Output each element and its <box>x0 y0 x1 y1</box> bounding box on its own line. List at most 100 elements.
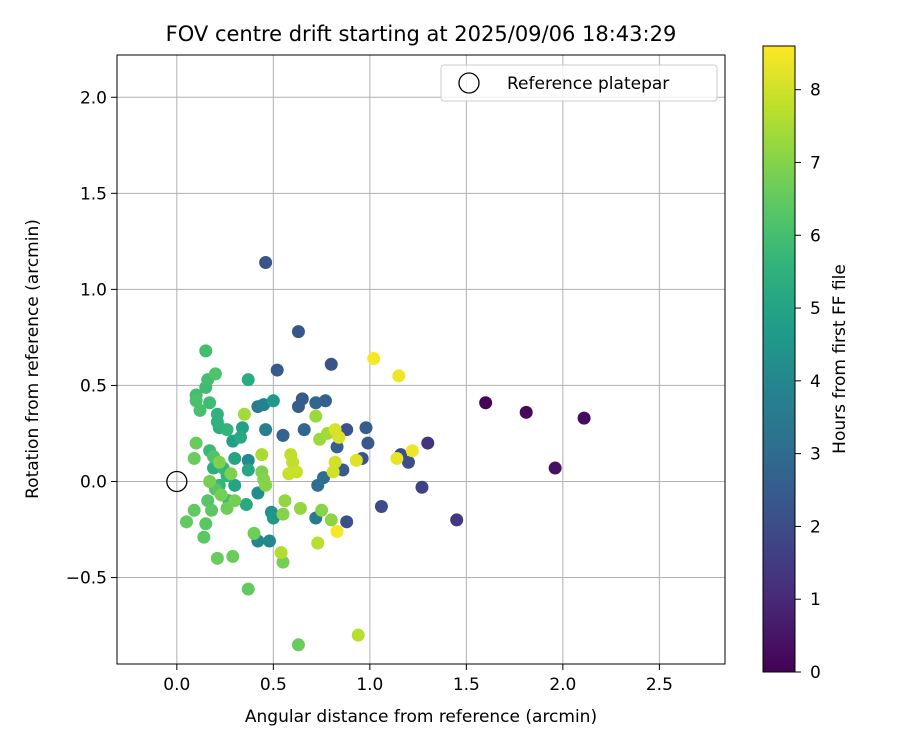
data-point <box>259 255 273 269</box>
data-point <box>315 503 329 517</box>
data-point <box>237 407 251 421</box>
data-point <box>291 325 305 339</box>
data-point <box>189 436 203 450</box>
colorbar-tick-label: 4 <box>810 372 821 392</box>
data-point <box>421 436 435 450</box>
data-point <box>374 499 388 513</box>
data-point <box>351 628 365 642</box>
data-point <box>193 403 207 417</box>
y-tick-label: 1.0 <box>80 280 107 300</box>
data-point <box>324 513 338 527</box>
data-point <box>197 530 211 544</box>
data-point <box>328 423 342 437</box>
colorbar-tick-label: 7 <box>810 153 821 173</box>
data-point <box>330 524 344 538</box>
data-point <box>199 344 213 358</box>
y-axis-ticks: −0.5 0.0 0.5 1.0 1.5 2.0 <box>66 88 117 589</box>
data-point <box>519 405 533 419</box>
y-tick-label: −0.5 <box>66 569 107 589</box>
data-point <box>390 451 404 465</box>
data-point <box>228 451 242 465</box>
data-point <box>210 551 224 565</box>
data-point <box>392 369 406 383</box>
x-tick-label: 0.5 <box>260 675 287 695</box>
data-point <box>220 423 234 437</box>
data-point <box>187 503 201 517</box>
data-point <box>259 423 273 437</box>
data-point <box>450 513 464 527</box>
data-point <box>239 498 253 512</box>
data-point <box>548 461 562 475</box>
data-point <box>199 517 213 531</box>
y-axis-label: Rotation from reference (arcmin) <box>23 219 43 499</box>
data-point <box>274 546 288 560</box>
data-point <box>270 363 284 377</box>
colorbar-tick-label: 6 <box>810 226 821 246</box>
data-point <box>241 582 255 596</box>
data-point <box>311 536 325 550</box>
data-point <box>309 409 323 423</box>
data-point <box>328 455 342 469</box>
legend-label-reference-platepar: Reference platepar <box>507 74 669 94</box>
data-point <box>259 478 273 492</box>
grid-lines <box>117 55 725 664</box>
data-point <box>179 515 193 529</box>
data-point <box>309 396 323 410</box>
x-tick-label: 2.5 <box>646 675 673 695</box>
data-point <box>212 455 226 469</box>
plot-background <box>117 55 725 664</box>
data-point <box>247 526 261 540</box>
x-axis-ticks: 0.0 0.5 1.0 1.5 2.0 2.5 <box>163 664 673 695</box>
plot-frame <box>116 54 726 665</box>
data-point <box>349 453 363 467</box>
data-point <box>479 396 493 410</box>
y-tick-label: 2.0 <box>80 88 107 108</box>
x-tick-label: 1.5 <box>453 675 480 695</box>
x-tick-label: 0.0 <box>163 675 190 695</box>
data-point <box>359 421 373 435</box>
colorbar-tick-label: 2 <box>810 517 821 537</box>
colorbar-tick-label: 3 <box>810 445 821 465</box>
data-point <box>293 501 307 515</box>
data-point <box>282 467 296 481</box>
data-point <box>577 411 591 425</box>
data-point <box>241 373 255 387</box>
data-point <box>234 430 248 444</box>
y-tick-label: 0.5 <box>80 376 107 396</box>
data-point <box>361 436 375 450</box>
colorbar-tick-label: 8 <box>810 81 821 101</box>
data-point <box>205 503 219 517</box>
x-tick-label: 1.0 <box>356 675 383 695</box>
data-point <box>228 494 242 508</box>
reference-marker-layer <box>166 470 188 493</box>
data-point <box>278 494 292 508</box>
chart-title: FOV centre drift starting at 2025/09/06 … <box>166 22 677 46</box>
data-point <box>208 367 222 381</box>
data-point <box>415 480 429 494</box>
data-point <box>266 394 280 408</box>
data-point <box>276 507 290 521</box>
data-point <box>210 407 224 421</box>
data-point <box>297 423 311 437</box>
data-point <box>405 444 419 458</box>
data-point <box>401 455 415 469</box>
colorbar-tick-label: 0 <box>810 663 821 683</box>
x-axis-label: Angular distance from reference (arcmin) <box>245 707 597 727</box>
data-point <box>241 463 255 477</box>
legend-reference-marker <box>458 72 480 94</box>
data-point <box>255 448 269 462</box>
data-point <box>291 638 305 652</box>
data-point <box>187 451 201 465</box>
y-tick-label: 0.0 <box>80 472 107 492</box>
x-tick-label: 2.0 <box>549 675 576 695</box>
data-point <box>228 478 242 492</box>
colorbar-tick-label: 1 <box>810 590 821 610</box>
colorbar-label: Hours from first FF file <box>830 264 850 454</box>
data-point <box>318 394 332 408</box>
data-point <box>241 453 255 467</box>
colorbar: 0 1 2 3 4 5 6 7 8 Hours from first FF file <box>762 45 850 683</box>
data-point <box>276 428 290 442</box>
data-point <box>214 488 228 502</box>
